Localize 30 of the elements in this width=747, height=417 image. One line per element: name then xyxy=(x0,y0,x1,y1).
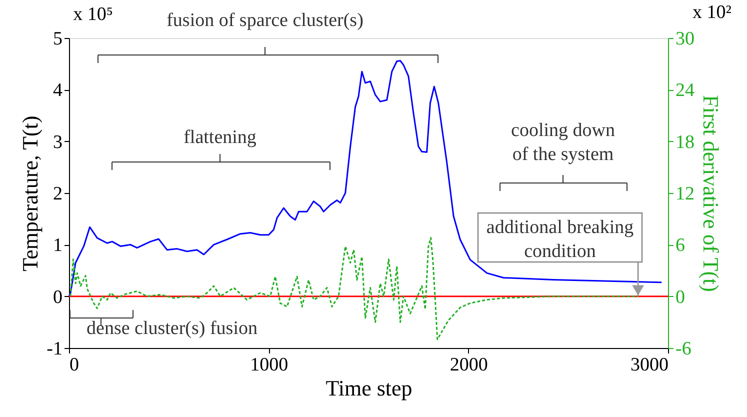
x-tick-label: 2000 xyxy=(450,354,488,376)
annotation: additional breaking condition xyxy=(486,217,634,262)
x-axis-title: Time step xyxy=(326,376,412,400)
y-tick-label: 2 xyxy=(53,184,62,204)
y-axis-title: Temperature, T(t) xyxy=(18,116,43,272)
text: x 10² xyxy=(692,2,732,23)
annotation: dense cluster(s) fusion xyxy=(86,318,258,339)
y-tick-label: 3 xyxy=(53,132,62,153)
y2-tick-label: 18 xyxy=(676,132,694,153)
x-tick-label: 0 xyxy=(70,354,79,376)
y2-axis-title: First derivative of T(t) xyxy=(698,95,724,292)
line-series xyxy=(68,60,662,298)
annotation: cooling down of the system xyxy=(511,120,616,165)
y2-tick-label: -6 xyxy=(676,338,692,360)
y2-tick-label: 30 xyxy=(676,28,694,50)
y-tick-label: 1 xyxy=(53,235,62,256)
y2-tick-label: 12 xyxy=(676,184,694,204)
y-tick-label: 0 xyxy=(53,286,62,308)
annotation: flattening xyxy=(184,127,257,148)
y2-tick-label: 6 xyxy=(676,235,685,256)
y2-tick-label: 24 xyxy=(676,80,695,102)
y-tick-label: -1 xyxy=(46,338,62,360)
text: fusion of sparce cluster(s) xyxy=(166,10,364,31)
text: x 10⁵ xyxy=(73,4,113,25)
x-tick-label: 1000 xyxy=(250,354,288,376)
y2-tick-label: 0 xyxy=(676,286,685,308)
y-tick-label: 5 xyxy=(53,28,62,50)
line-series xyxy=(70,237,639,340)
y-tick-label: 4 xyxy=(53,80,63,102)
x-tick-label: 3000 xyxy=(630,354,668,376)
